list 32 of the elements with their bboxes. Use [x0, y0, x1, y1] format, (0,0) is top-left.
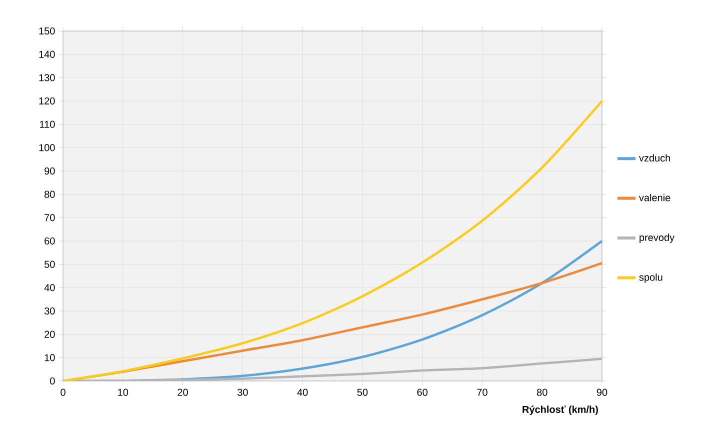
legend-label: spolu	[639, 273, 662, 283]
x-tick-label: 70	[477, 388, 488, 396]
y-tick-label: 10	[44, 354, 55, 362]
y-tick-label: 130	[39, 74, 55, 82]
y-tick-label: 120	[39, 97, 55, 105]
x-tick-label: 90	[596, 388, 608, 396]
x-tick-label: 80	[536, 388, 548, 396]
y-tick-label: 0	[50, 377, 55, 385]
y-tick-label: 90	[44, 167, 55, 175]
line-series	[63, 100, 602, 381]
x-axis-title: Rýchlosť (km/h)	[522, 406, 598, 415]
y-tick-label: 140	[39, 50, 55, 58]
x-tick-label: 0	[60, 388, 66, 396]
y-tick-label: 40	[44, 284, 55, 292]
y-tick-label: 150	[39, 27, 55, 35]
y-tick-label: 60	[44, 237, 55, 245]
y-tick-label: 80	[44, 190, 55, 198]
y-tick-label: 100	[39, 144, 55, 152]
y-tick-label: 30	[44, 307, 55, 315]
legend-label: valenie	[639, 194, 670, 202]
x-tick-label: 60	[417, 388, 428, 396]
y-tick-label: 110	[40, 120, 55, 128]
x-tick-label: 30	[237, 388, 248, 396]
y-tick-label: 20	[44, 330, 55, 338]
x-tick-label: 50	[357, 388, 368, 396]
y-tick-label: 70	[44, 214, 55, 222]
y-tick-label: 50	[44, 260, 55, 268]
x-tick-label: 10	[118, 388, 128, 396]
legend-label: prevody	[640, 234, 675, 243]
x-tick-label: 40	[297, 388, 308, 396]
legend-label: vzduch	[639, 154, 670, 162]
x-tick-label: 20	[178, 388, 188, 396]
